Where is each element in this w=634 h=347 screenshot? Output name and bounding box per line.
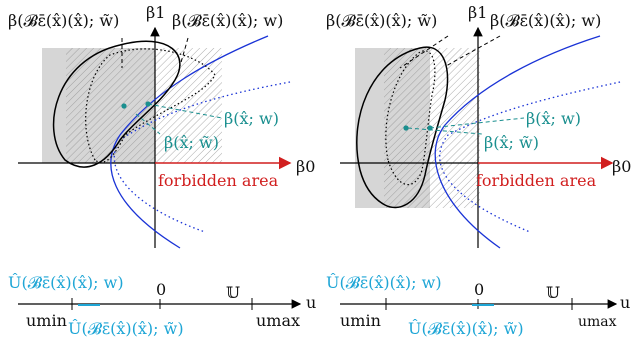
right-u-set-label: 𝕌 bbox=[546, 283, 560, 302]
right-label-w: β(𝓑ε̄(x̂)(x̂); w) bbox=[490, 11, 601, 30]
right-panel: β(𝓑ε̄(x̂)(x̂); w̃) β(𝓑ε̄(x̂)(x̂); w) β1 … bbox=[326, 3, 631, 338]
right-label-point-tilde: β(x̂; w̃) bbox=[484, 133, 539, 152]
right-boundary-solid bbox=[434, 35, 601, 249]
right-leader-point-tilde bbox=[407, 127, 483, 135]
left-u-set-w: Û(𝓑ε̄(x̂)(x̂); w) bbox=[8, 272, 124, 292]
right-point-tilde bbox=[403, 125, 409, 131]
right-u-max-label: umax bbox=[578, 314, 617, 330]
left-label-tilde: β(𝓑ε̄(x̂)(x̂); w̃) bbox=[8, 11, 119, 30]
right-axis-beta0-label: β0 bbox=[612, 157, 631, 176]
right-boundary-dotted bbox=[439, 81, 621, 233]
left-boundary-solid bbox=[110, 35, 269, 249]
left-leader-point-tilde bbox=[135, 113, 161, 135]
left-point-w bbox=[145, 101, 151, 107]
left-label-point-tilde: β(x̂; w̃) bbox=[164, 133, 219, 152]
left-label-w: β(𝓑ε̄(x̂)(x̂); w) bbox=[172, 11, 283, 30]
left-leader-w bbox=[179, 37, 189, 67]
right-forbidden-label: forbidden area bbox=[476, 171, 597, 190]
left-region-w bbox=[52, 40, 181, 168]
right-leader-point-w bbox=[429, 117, 525, 129]
left-u-set-label: 𝕌 bbox=[226, 283, 240, 302]
left-point-tilde bbox=[121, 103, 127, 109]
right-leader-tilde bbox=[399, 35, 449, 69]
right-u-min-label: umin bbox=[340, 311, 381, 330]
left-u-max-label: umax bbox=[256, 311, 300, 330]
left-leader-point-w bbox=[147, 103, 223, 119]
left-forbidden-label: forbidden area bbox=[158, 171, 279, 190]
right-u-set-tilde: Û(𝓑ε̄(x̂)(x̂); w̃) bbox=[408, 318, 524, 338]
right-label-point-w: β(x̂; w) bbox=[526, 109, 581, 128]
left-u-set-tilde: Û(𝓑ε̄(x̂)(x̂); w̃) bbox=[68, 318, 184, 338]
right-point-w bbox=[427, 125, 433, 131]
left-hatched-box bbox=[66, 48, 222, 163]
left-zero-label: 0 bbox=[156, 280, 166, 299]
left-axis-beta0-label: β0 bbox=[296, 157, 315, 176]
left-axis-beta1-label: β1 bbox=[146, 3, 165, 22]
left-u-min-label: umin bbox=[26, 311, 67, 330]
left-label-point-w: β(x̂; w) bbox=[224, 109, 279, 128]
right-label-tilde: β(𝓑ε̄(x̂)(x̂); w̃) bbox=[326, 11, 437, 30]
right-region-w bbox=[356, 46, 449, 209]
right-axis-beta1-label: β1 bbox=[468, 3, 487, 22]
left-u-axis-label: u bbox=[306, 293, 316, 312]
right-zero-label: 0 bbox=[474, 280, 484, 299]
right-u-set-w: Û(𝓑ε̄(x̂)(x̂); w) bbox=[326, 272, 442, 292]
right-leader-w bbox=[445, 35, 501, 67]
left-panel: β(𝓑ε̄(x̂)(x̂); w̃) β(𝓑ε̄(x̂)(x̂); w) β1 … bbox=[8, 3, 316, 338]
right-u-axis-label: u bbox=[620, 293, 630, 312]
